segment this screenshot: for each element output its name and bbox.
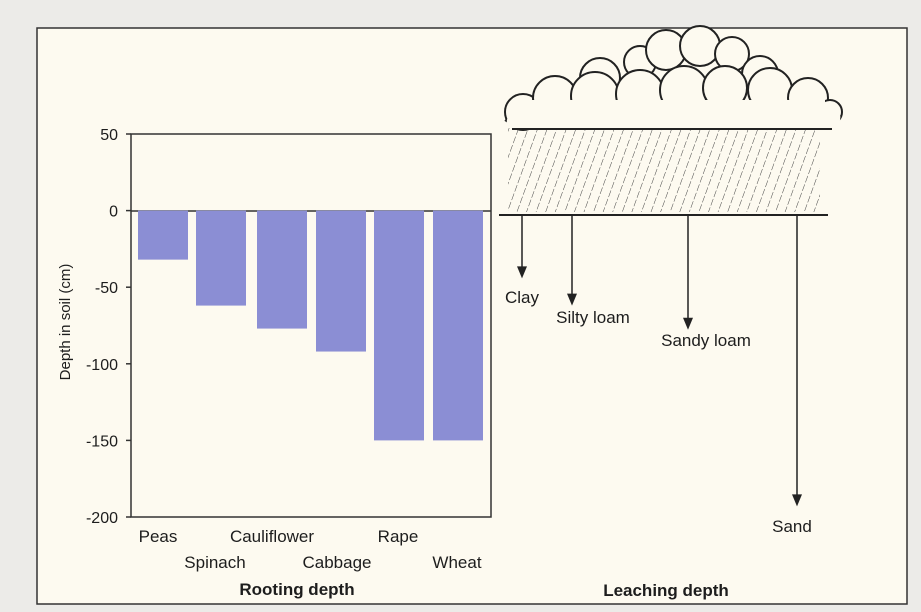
y-tick-label: 50 [100, 127, 118, 144]
y-tick-label: -150 [86, 433, 118, 450]
rooting-depth-caption: Rooting depth [239, 580, 354, 599]
bar-spinach [196, 210, 246, 306]
cloud-icon [504, 25, 843, 131]
leaching-depth-diagram: Clay Silty loam Sandy loam Sand Leaching de… [499, 25, 843, 600]
arrowhead-icon [567, 293, 577, 306]
category-label: Rape [378, 527, 419, 546]
rain-area [508, 128, 820, 212]
category-label: Cabbage [302, 553, 371, 572]
leaching-depth-caption: Leaching depth [603, 581, 729, 600]
soil-label: Sandy loam [661, 331, 751, 350]
category-label: Cauliflower [230, 527, 314, 546]
y-tick-label: 0 [109, 204, 118, 221]
y-tick-label: -200 [86, 510, 118, 527]
y-axis-label: Depth in soil (cm) [57, 264, 74, 381]
category-label: Peas [139, 527, 178, 546]
y-tick-label: -50 [95, 280, 118, 297]
bar-cauliflower [257, 210, 307, 329]
y-tick-label: -100 [86, 357, 118, 374]
plot-area [130, 133, 492, 518]
arrowhead-icon [792, 494, 802, 507]
category-label: Wheat [432, 553, 481, 572]
soil-label: Silty loam [556, 308, 630, 327]
category-label: Spinach [184, 553, 245, 572]
soil-label: Clay [505, 288, 540, 307]
soil-label: Sand [772, 517, 812, 536]
arrowhead-icon [517, 266, 527, 279]
rooting-depth-chart: 50 0 -50 -100 -150 -200 Peas Spinach Cauliflowe… [57, 127, 492, 599]
bar-rape [374, 210, 424, 441]
arrowhead-icon [683, 317, 693, 330]
bar-cabbage [316, 210, 366, 352]
bar-peas [138, 210, 188, 260]
bar-wheat [433, 210, 483, 441]
